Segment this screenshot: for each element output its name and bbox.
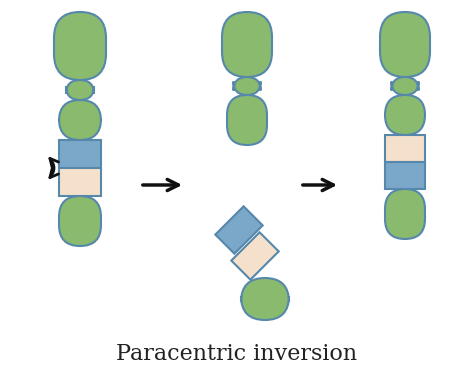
Text: Paracentric inversion: Paracentric inversion [117,343,357,365]
Bar [215,206,263,254]
Bar [385,135,425,162]
FancyBboxPatch shape [392,77,419,95]
FancyBboxPatch shape [227,95,267,145]
FancyBboxPatch shape [385,95,425,135]
FancyBboxPatch shape [222,12,272,77]
FancyBboxPatch shape [234,77,261,95]
Bar [231,232,279,280]
Bar [385,162,425,189]
FancyBboxPatch shape [54,12,106,80]
FancyBboxPatch shape [59,196,101,246]
FancyBboxPatch shape [59,100,101,140]
Bar [59,168,101,196]
FancyBboxPatch shape [241,278,289,320]
FancyBboxPatch shape [385,189,425,239]
FancyBboxPatch shape [380,12,430,77]
Bar [59,140,101,168]
FancyBboxPatch shape [66,80,94,100]
